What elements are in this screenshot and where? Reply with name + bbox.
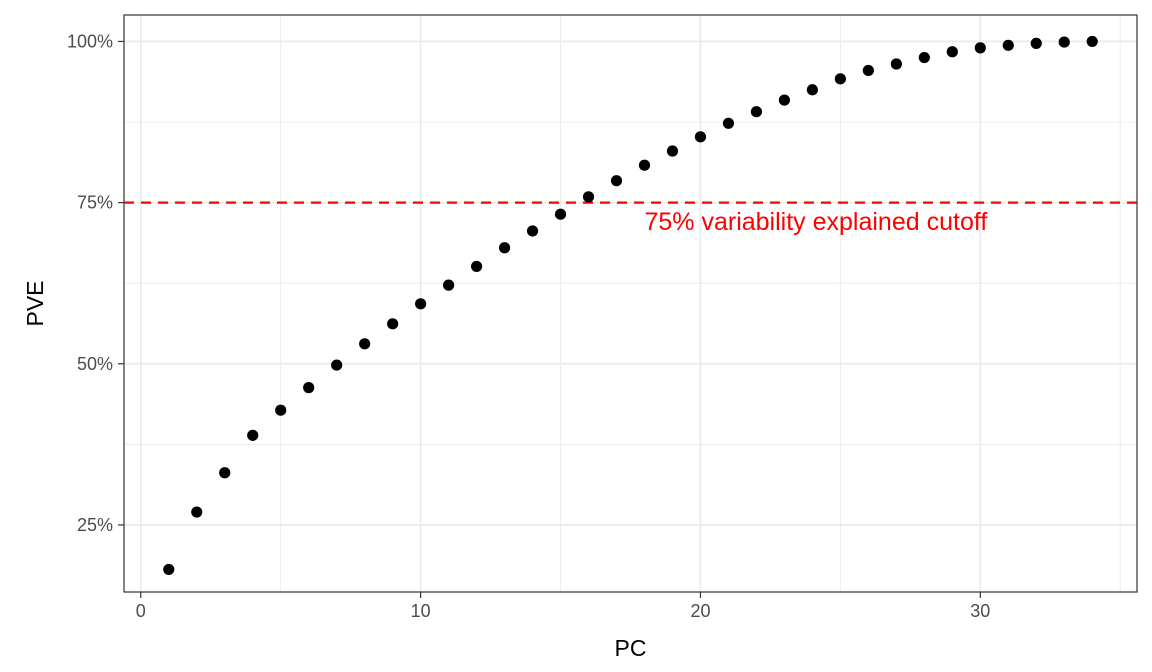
cutoff-annotation: 75% variability explained cutoff [644,208,987,236]
major-gridlines [124,15,1137,592]
data-point [722,117,735,129]
x-tick-label: 20 [690,601,710,621]
reference-line-group: 75% variability explained cutoff [124,201,1137,236]
data-point [778,94,791,106]
data-point [918,51,930,64]
data-point [275,404,287,416]
y-tick-label: 50% [77,354,113,374]
data-point [974,42,986,54]
y-tick-label: 25% [77,515,113,535]
data-point [862,64,874,77]
data-point [638,159,651,171]
data-point [890,58,902,70]
data-point [694,131,707,143]
data-point [610,175,623,187]
data-point [1086,35,1098,48]
data-point [1030,37,1042,49]
data-point [526,225,539,237]
data-point [359,338,371,350]
data-point [415,298,427,310]
x-tick-label: 30 [970,601,990,621]
data-point [1058,36,1070,48]
data-point [666,145,679,157]
x-axis-ticks: 0 10 20 30 [136,592,990,621]
data-point [331,359,343,371]
data-point [554,208,567,220]
data-point [582,191,595,203]
data-point [247,429,259,441]
data-point [834,73,846,85]
y-axis-title: PVE [22,280,48,326]
panel-border [123,14,1138,593]
x-tick-label: 10 [411,601,431,621]
y-tick-label: 75% [77,193,113,213]
data-point [470,260,483,273]
data-point [219,467,231,479]
minor-gridlines [124,15,1137,592]
data-point [498,242,511,254]
y-axis-ticks: 25% 50% 75% 100% [67,31,124,535]
data-point [1002,39,1014,51]
data-point [191,506,203,518]
data-point [303,382,315,394]
data-point [163,563,175,576]
x-tick-label: 0 [136,601,146,621]
data-point [806,84,818,96]
data-point [946,46,958,58]
data-point [443,279,455,291]
data-points [163,35,1098,576]
data-point [750,106,763,118]
data-point [387,318,399,330]
x-axis-title: PC [615,635,647,661]
y-tick-label: 100% [67,31,113,51]
